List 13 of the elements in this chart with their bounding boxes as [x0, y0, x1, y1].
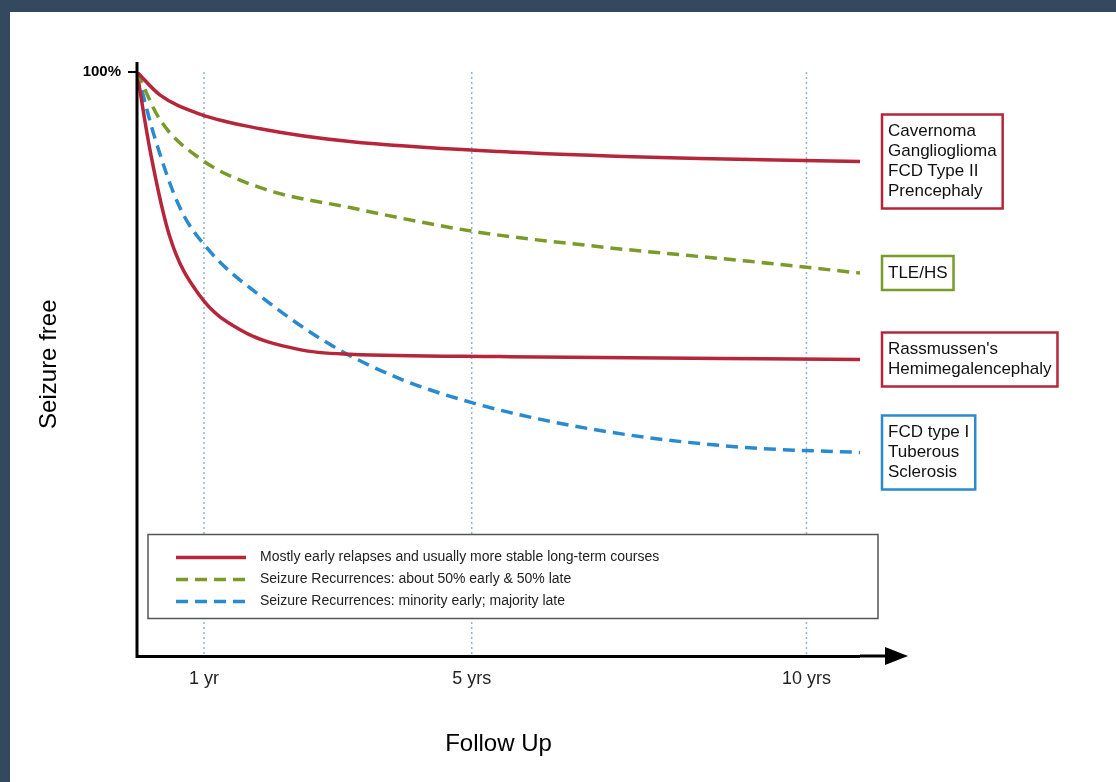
x-tick-label: 5 yrs: [452, 668, 492, 689]
legend-label: Seizure Recurrences: minority early; majority late: [260, 592, 566, 609]
x-axis-title: Follow Up: [445, 729, 552, 757]
x-tick-label: 1 yr: [188, 668, 219, 689]
text: FCD type I Tuberous Sclerosis: [888, 422, 970, 482]
x-tick-label: 10 yrs: [781, 668, 831, 689]
legend-label: Mostly early relapses and usually more stable long-term courses: [260, 548, 660, 565]
legend-label: Seizure Recurrences: about 50% early & 50% late: [260, 570, 572, 587]
y-axis-title: Seizure free: [33, 299, 61, 429]
text: Rassmussen's Hemimegalencephaly: [888, 339, 1052, 379]
text: Cavernoma Ganglioglioma FCD Type II Prencephaly: [888, 121, 998, 201]
text: 100%: [82, 62, 121, 80]
text: TLE/HS: [888, 262, 948, 282]
